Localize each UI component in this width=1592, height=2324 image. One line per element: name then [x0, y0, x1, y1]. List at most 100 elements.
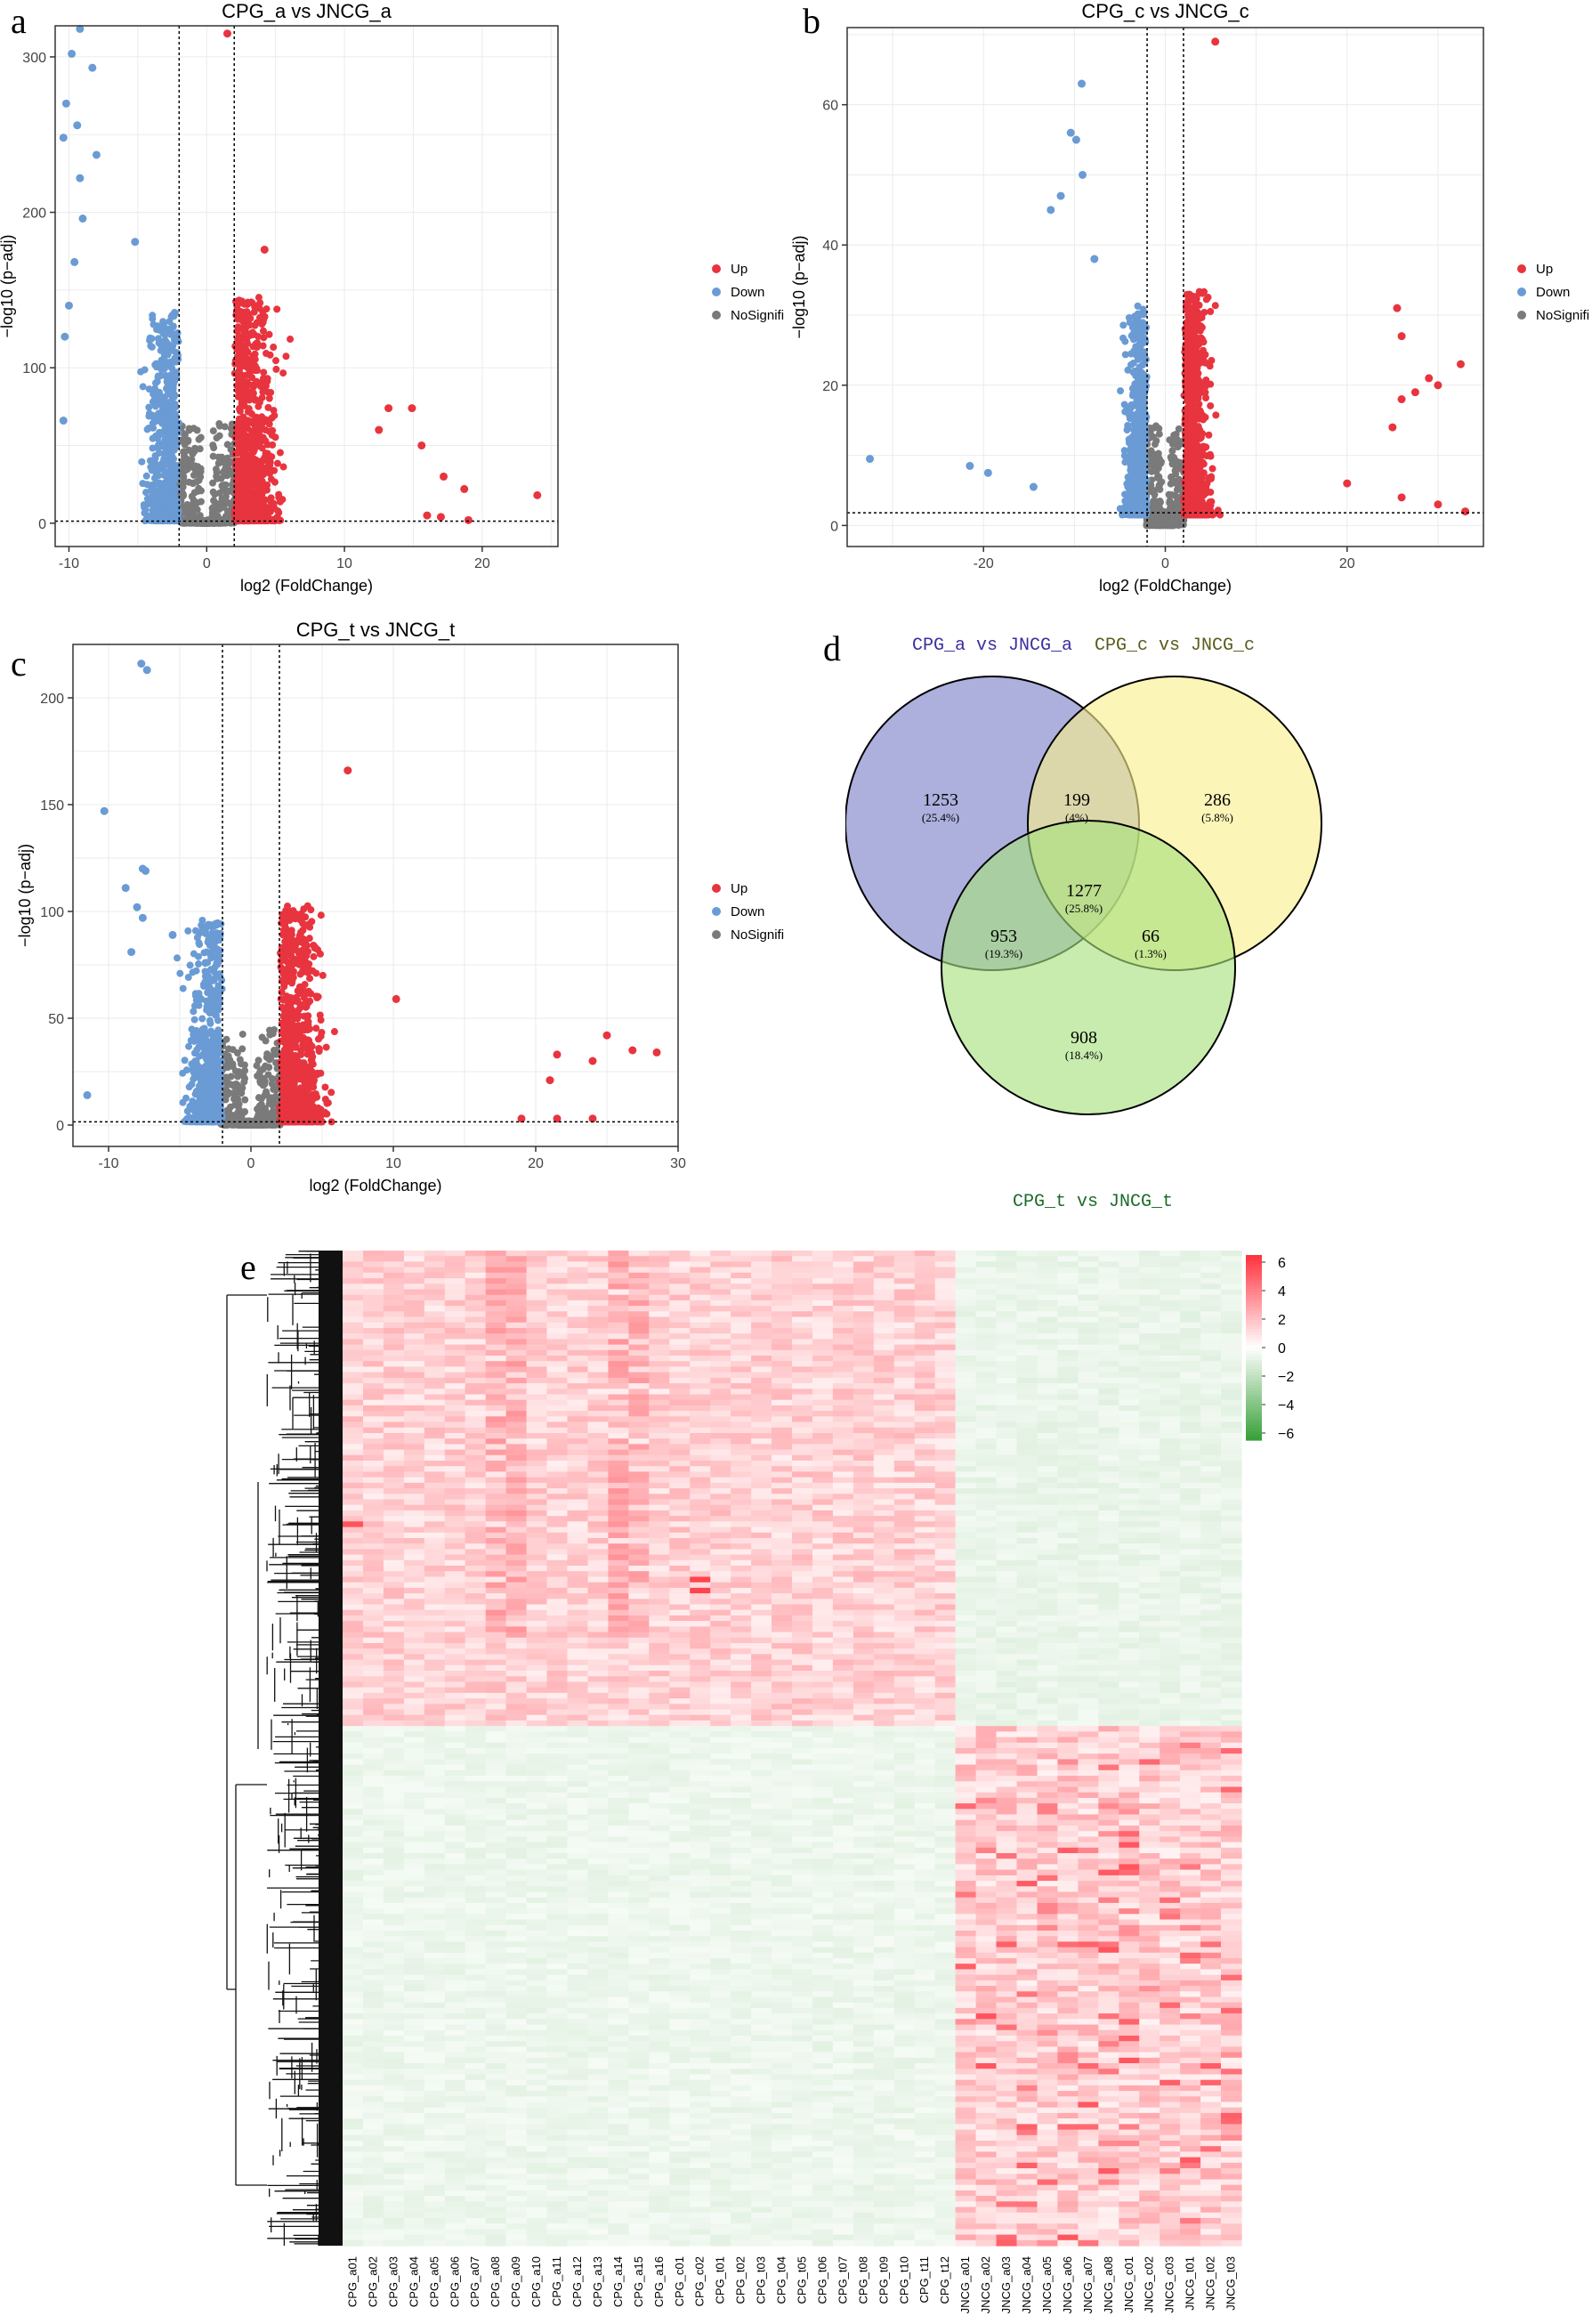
down-point — [170, 312, 178, 320]
volcano-a-title: CPG_a vs JNCG_a — [222, 0, 392, 22]
up-point — [263, 350, 271, 358]
down-point — [161, 358, 169, 366]
up-point — [233, 448, 241, 456]
up-point — [246, 440, 254, 448]
nosig-point — [223, 441, 231, 449]
nosig-point — [191, 444, 199, 452]
down-point — [156, 428, 164, 436]
down-point — [59, 417, 68, 425]
down-point — [169, 507, 177, 515]
nosig-point — [1152, 437, 1160, 445]
up-point — [243, 371, 251, 379]
up-point — [240, 308, 248, 316]
x-tick-label: 10 — [336, 556, 352, 571]
up-point — [243, 433, 251, 441]
nosig-point — [1165, 521, 1173, 529]
down-point — [141, 506, 150, 514]
nosig-point — [1157, 517, 1165, 525]
up-point — [252, 456, 260, 464]
up-point — [271, 466, 279, 474]
up-point — [238, 490, 246, 498]
up-point — [246, 460, 254, 468]
points-layer — [866, 37, 1470, 530]
down-point — [78, 215, 87, 223]
panel-letter-b: b — [803, 1, 820, 41]
up-point — [236, 407, 244, 415]
x-tick-label: 0 — [203, 556, 211, 571]
down-point — [76, 24, 85, 33]
up-point — [408, 404, 416, 413]
down-point — [154, 472, 162, 480]
down-point — [161, 407, 169, 415]
nosig-point — [180, 479, 188, 487]
down-point — [145, 403, 153, 411]
down-point — [157, 372, 165, 380]
down-point — [161, 492, 169, 500]
down-point — [1139, 350, 1147, 358]
down-point — [165, 459, 173, 467]
down-point — [149, 513, 157, 521]
nosig-point — [190, 500, 198, 508]
up-point — [533, 490, 542, 499]
down-point — [159, 318, 167, 326]
down-point — [153, 326, 161, 334]
up-point — [464, 515, 473, 524]
down-point — [160, 394, 168, 402]
up-point — [246, 513, 255, 521]
y-tick-label: 100 — [22, 361, 46, 377]
nosig-point — [1177, 440, 1185, 448]
nosig-point — [194, 518, 202, 526]
down-point — [1135, 409, 1143, 417]
down-point — [1132, 368, 1140, 377]
nosig-point — [1166, 514, 1174, 522]
down-point — [1129, 336, 1137, 344]
up-point — [273, 305, 281, 313]
up-point — [259, 327, 267, 335]
down-point — [149, 444, 157, 452]
up-point — [460, 484, 469, 493]
nosig-point — [1152, 522, 1160, 530]
down-point — [149, 411, 157, 419]
nosig-point — [1157, 509, 1165, 517]
x-tick-label: 20 — [474, 556, 490, 571]
up-point — [239, 342, 247, 350]
down-point — [166, 318, 174, 326]
nosig-point — [182, 504, 190, 512]
up-point — [256, 383, 264, 391]
nosig-point — [1151, 497, 1159, 505]
down-point — [1142, 457, 1150, 465]
down-point — [1117, 387, 1125, 395]
nosig-point — [190, 479, 198, 487]
down-point — [1127, 350, 1135, 358]
nosig-point — [1171, 491, 1179, 499]
nosig-point — [1172, 509, 1180, 517]
up-point — [233, 345, 241, 353]
down-point — [1133, 475, 1141, 483]
up-point — [251, 304, 259, 312]
nosig-point — [1171, 466, 1179, 474]
down-point — [155, 511, 163, 519]
legend-marker — [712, 311, 721, 320]
down-point — [92, 150, 101, 159]
up-point — [249, 431, 257, 439]
up-point — [235, 417, 243, 425]
nosig-point — [1155, 430, 1163, 438]
down-point — [168, 454, 176, 462]
up-point — [235, 426, 243, 434]
up-point — [238, 507, 246, 515]
down-point — [149, 312, 157, 320]
down-point — [138, 458, 146, 466]
up-point — [242, 471, 250, 479]
down-point — [145, 385, 153, 393]
nosig-point — [221, 423, 229, 431]
up-point — [287, 336, 295, 344]
down-point — [1129, 390, 1137, 398]
down-point — [150, 418, 158, 426]
nosig-point — [180, 473, 188, 481]
down-point — [174, 349, 182, 357]
legend-label: Up — [731, 262, 748, 277]
down-point — [150, 481, 158, 489]
nosig-point — [197, 473, 205, 481]
down-point — [170, 493, 178, 501]
up-point — [270, 344, 278, 352]
